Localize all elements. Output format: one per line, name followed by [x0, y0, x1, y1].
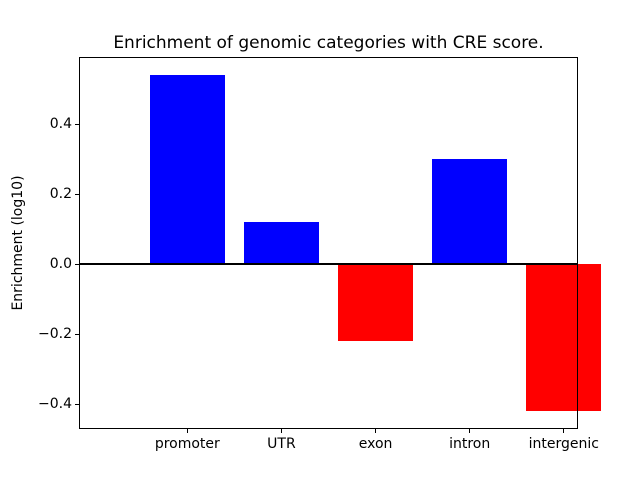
y-tick-mark: [75, 403, 80, 405]
y-tick-mark: [75, 333, 80, 335]
x-tick-label-promoter: promoter: [154, 436, 220, 452]
x-tick-mark: [186, 428, 188, 433]
bar-intergenic: [526, 264, 602, 412]
y-tick-label: 0.4: [49, 116, 72, 133]
x-tick-mark: [280, 428, 282, 433]
zero-line: [80, 263, 577, 266]
bar-exon: [337, 264, 414, 342]
y-tick-mark: [75, 263, 80, 265]
bar-UTR: [243, 222, 320, 265]
y-tick-label: 0.2: [49, 186, 72, 203]
y-tick-mark: [75, 123, 80, 125]
x-tick-mark: [375, 428, 377, 433]
x-tick-label-exon: exon: [358, 436, 393, 452]
y-tick-mark: [75, 193, 80, 195]
bar-promoter: [149, 75, 225, 265]
x-tick-label-intergenic: intergenic: [528, 436, 599, 452]
x-tick-label-UTR: UTR: [267, 436, 296, 452]
bar-intron: [432, 159, 508, 265]
x-tick-mark: [469, 428, 471, 433]
y-tick-label: 0.0: [49, 256, 72, 273]
x-tick-mark: [563, 428, 565, 433]
y-tick-label: −0.4: [38, 396, 72, 413]
x-tick-label-intron: intron: [449, 436, 491, 452]
y-tick-label: −0.2: [38, 326, 72, 343]
chart-title: Enrichment of genomic categories with CR…: [113, 33, 544, 53]
